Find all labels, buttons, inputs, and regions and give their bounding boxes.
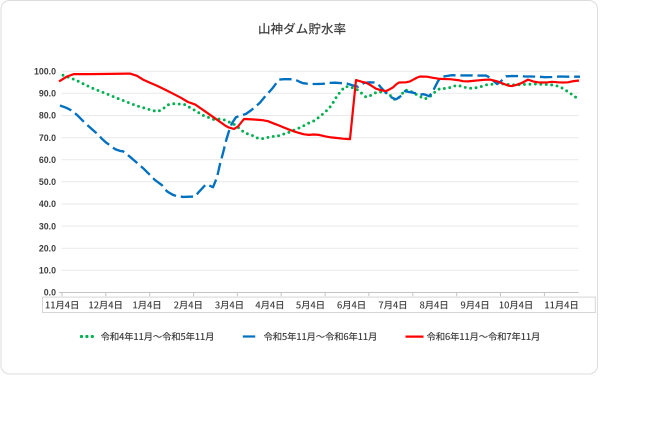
svg-text:50.0: 50.0 <box>39 177 56 187</box>
svg-text:70.0: 70.0 <box>39 133 56 143</box>
svg-text:40.0: 40.0 <box>39 199 56 209</box>
svg-text:60.0: 60.0 <box>39 155 56 165</box>
svg-text:0.0: 0.0 <box>44 288 56 298</box>
svg-text:10.0: 10.0 <box>39 266 56 276</box>
svg-text:30.0: 30.0 <box>39 221 56 231</box>
svg-text:90.0: 90.0 <box>39 89 56 99</box>
svg-text:100.0: 100.0 <box>34 66 56 76</box>
svg-text:20.0: 20.0 <box>39 243 56 253</box>
svg-text:80.0: 80.0 <box>39 111 56 121</box>
